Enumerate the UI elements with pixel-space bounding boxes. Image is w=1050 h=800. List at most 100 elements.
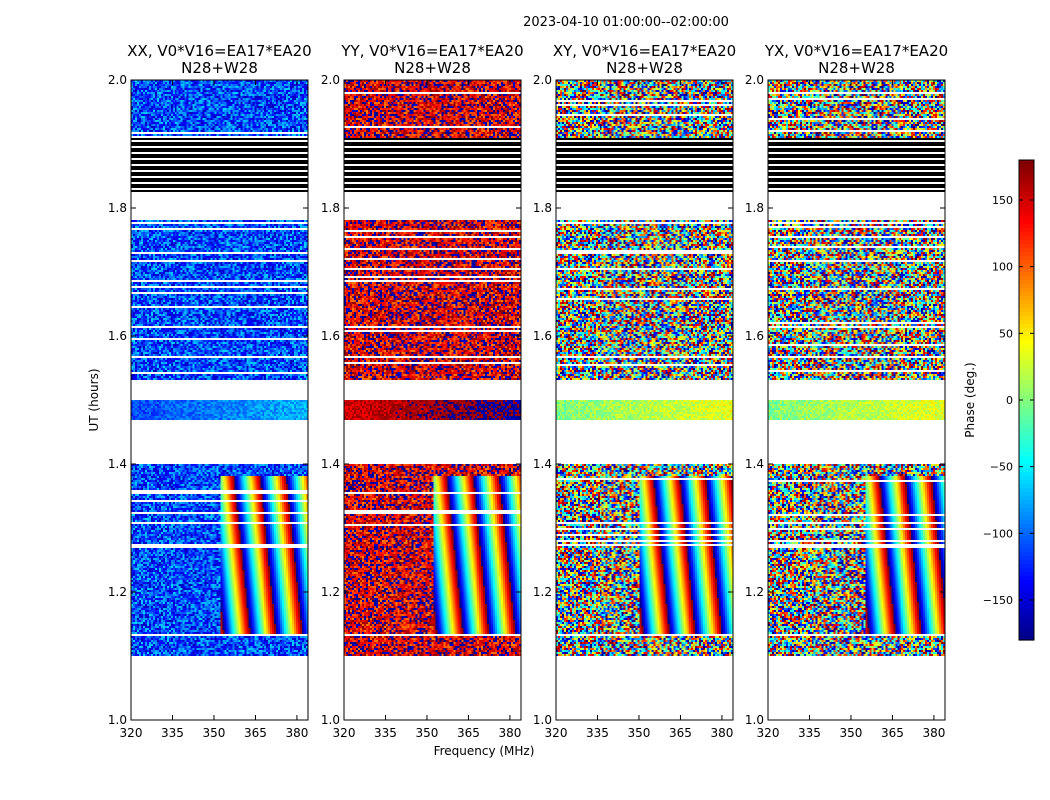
colorbar-swatch — [1019, 428, 1034, 433]
colorbar-swatch — [1019, 580, 1034, 585]
colorbar-swatch — [1019, 544, 1034, 549]
colorbar-swatch — [1019, 552, 1034, 557]
colorbar-swatch — [1019, 520, 1034, 525]
panel-subtitle-xy: N28+W28 — [606, 59, 683, 77]
colorbar-swatch — [1019, 280, 1034, 285]
x-tick-label-xx: 365 — [244, 726, 267, 740]
colorbar-swatch — [1019, 388, 1034, 393]
colorbar-swatch — [1019, 464, 1034, 469]
x-tick-label-yy: 335 — [374, 726, 397, 740]
colorbar-swatch — [1019, 444, 1034, 449]
colorbar-tick-label: −150 — [983, 594, 1013, 607]
colorbar-swatch — [1019, 256, 1034, 261]
colorbar-swatch — [1019, 356, 1034, 361]
colorbar-swatch — [1019, 604, 1034, 609]
x-tick-label-xy: 335 — [586, 726, 609, 740]
colorbar-swatch — [1019, 328, 1034, 333]
colorbar-swatch — [1019, 496, 1034, 501]
colorbar-swatch — [1019, 296, 1034, 301]
colorbar-swatch — [1019, 392, 1034, 397]
y-tick-label-xy: 1.8 — [533, 201, 552, 215]
colorbar-swatch — [1019, 524, 1034, 529]
x-tick-label-yx: 320 — [757, 726, 780, 740]
x-axis-label: Frequency (MHz) — [434, 744, 535, 758]
colorbar-swatch — [1019, 424, 1034, 429]
colorbar-swatch — [1019, 164, 1034, 169]
colorbar-swatch — [1019, 360, 1034, 365]
figure-suptitle: 2023-04-10 01:00:00--02:00:00 — [523, 15, 729, 30]
x-tick-label-yy: 365 — [457, 726, 480, 740]
y-tick-label-xx: 2.0 — [108, 73, 127, 87]
colorbar-swatch — [1019, 476, 1034, 481]
heatmap-xy — [556, 80, 733, 720]
x-tick-label-xy: 380 — [710, 726, 733, 740]
colorbar-swatch — [1019, 324, 1034, 329]
y-tick-label-yx: 1.0 — [745, 713, 764, 727]
colorbar-swatch — [1019, 232, 1034, 237]
colorbar-swatch — [1019, 264, 1034, 269]
colorbar-swatch — [1019, 284, 1034, 289]
colorbar-swatch — [1019, 268, 1034, 273]
colorbar-swatch — [1019, 616, 1034, 621]
colorbar-swatch — [1019, 252, 1034, 257]
y-tick-label-xy: 1.2 — [533, 585, 552, 599]
colorbar-swatch — [1019, 336, 1034, 341]
x-tick-label-yx: 335 — [798, 726, 821, 740]
colorbar-swatch — [1019, 244, 1034, 249]
x-tick-label-xy: 320 — [545, 726, 568, 740]
colorbar-swatch — [1019, 608, 1034, 613]
x-tick-label-xx: 380 — [285, 726, 308, 740]
y-tick-label-yy: 1.8 — [321, 201, 340, 215]
x-tick-label-yx: 350 — [840, 726, 863, 740]
colorbar-swatch — [1019, 348, 1034, 353]
colorbar-swatch — [1019, 160, 1034, 165]
colorbar-swatch — [1019, 316, 1034, 321]
colorbar-swatch — [1019, 248, 1034, 253]
y-tick-label-yy: 1.4 — [321, 457, 340, 471]
colorbar-swatch — [1019, 632, 1034, 637]
colorbar-swatch — [1019, 300, 1034, 305]
heatmap-xx — [131, 80, 308, 720]
panel-title-yx: YX, V0*V16=EA17*EA20 — [764, 42, 948, 60]
colorbar-tick-label: 0 — [1006, 394, 1013, 407]
colorbar-swatch — [1019, 228, 1034, 233]
colorbar-swatch — [1019, 600, 1034, 605]
y-tick-label-yx: 1.8 — [745, 201, 764, 215]
colorbar-swatch — [1019, 420, 1034, 425]
colorbar-swatch — [1019, 236, 1034, 241]
colorbar-swatch — [1019, 596, 1034, 601]
colorbar-swatch — [1019, 308, 1034, 313]
colorbar-swatch — [1019, 204, 1034, 209]
panel-subtitle-xx: N28+W28 — [181, 59, 258, 77]
colorbar-swatch — [1019, 184, 1034, 189]
colorbar-swatch — [1019, 452, 1034, 457]
colorbar-swatch — [1019, 440, 1034, 445]
colorbar-swatch — [1019, 288, 1034, 293]
colorbar-swatch — [1019, 396, 1034, 401]
colorbar-swatch — [1019, 412, 1034, 417]
y-tick-label-xy: 1.0 — [533, 713, 552, 727]
colorbar-swatch — [1019, 628, 1034, 633]
colorbar-swatch — [1019, 460, 1034, 465]
y-tick-label-yy: 1.0 — [321, 713, 340, 727]
colorbar-swatch — [1019, 332, 1034, 337]
colorbar-swatch — [1019, 480, 1034, 485]
y-tick-label-yx: 2.0 — [745, 73, 764, 87]
panel-title-xy: XY, V0*V16=EA17*EA20 — [553, 42, 736, 60]
colorbar-swatch — [1019, 380, 1034, 385]
y-tick-label-xx: 1.4 — [108, 457, 127, 471]
colorbar-swatch — [1019, 612, 1034, 617]
x-tick-label-xy: 350 — [628, 726, 651, 740]
panel-subtitle-yx: N28+W28 — [818, 59, 895, 77]
panel-subtitle-yy: N28+W28 — [394, 59, 471, 77]
y-tick-label-yy: 1.6 — [321, 329, 340, 343]
colorbar-label: Phase (deg.) — [963, 362, 977, 437]
colorbar-swatch — [1019, 340, 1034, 345]
colorbar-swatch — [1019, 528, 1034, 533]
x-tick-label-yy: 320 — [333, 726, 356, 740]
colorbar-swatch — [1019, 540, 1034, 545]
colorbar-swatch — [1019, 636, 1034, 641]
